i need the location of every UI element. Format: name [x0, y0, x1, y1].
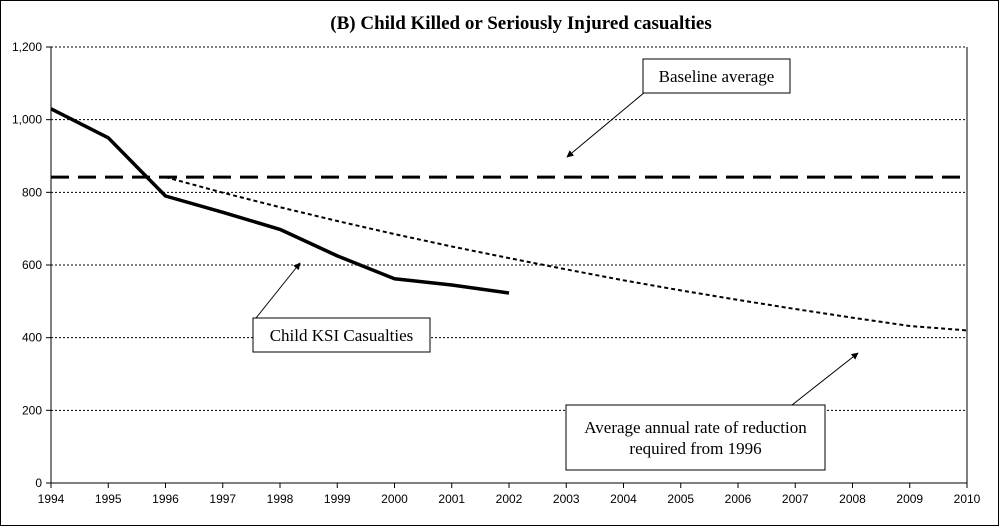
annotation-reduction-rate: Average annual rate of reduction required… — [565, 352, 859, 471]
y-tick-label: 400 — [22, 331, 42, 345]
y-tick-label: 200 — [22, 403, 42, 417]
x-tick-label: 1998 — [267, 492, 294, 506]
y-tick-label: 0 — [35, 476, 42, 490]
annotations: Baseline average Child KSI Casualties Aver… — [252, 58, 859, 471]
x-tick-label: 2005 — [667, 492, 694, 506]
x-tick-label: 1994 — [38, 492, 65, 506]
annotation-text: Child KSI Casualties — [270, 326, 414, 345]
x-tick-label: 2007 — [782, 492, 809, 506]
annotation-baseline-average: Baseline average — [566, 58, 791, 158]
x-tick-label: 1996 — [152, 492, 179, 506]
series-reduction-target-line — [165, 176, 968, 332]
gridlines — [51, 46, 967, 411]
x-tick-label: 2004 — [610, 492, 637, 506]
x-tick-label: 2008 — [839, 492, 866, 506]
annotation-text: required from 1996 — [629, 439, 761, 458]
y-tick-label: 800 — [22, 185, 42, 199]
annotation-box — [252, 317, 431, 353]
x-tick-label: 2002 — [496, 492, 523, 506]
x-tick-label: 2006 — [725, 492, 752, 506]
y-tick-label: 600 — [22, 258, 42, 272]
y-tick-label: 1,200 — [12, 40, 42, 54]
y-tick-label: 1,000 — [12, 113, 42, 127]
x-tick-label: 2010 — [954, 492, 981, 506]
annotation-text: Average annual rate of reduction — [584, 418, 807, 437]
x-tick-label: 2003 — [553, 492, 580, 506]
x-tick-label: 2000 — [381, 492, 408, 506]
annotation-arrow — [255, 262, 301, 319]
annotation-box — [642, 58, 791, 94]
x-axis-ticks: 1994 1995 1996 1997 1998 1999 2000 2001 2002 2003… — [38, 483, 981, 506]
annotation-child-ksi: Child KSI Casualties — [252, 262, 431, 353]
annotation-arrow — [791, 352, 859, 406]
x-tick-label: 1999 — [324, 492, 351, 506]
x-tick-label: 2001 — [438, 492, 465, 506]
y-axis-ticks: 0 200 400 600 800 1,000 1,200 — [12, 40, 51, 490]
annotation-text: Baseline average — [659, 67, 775, 86]
x-tick-label: 1995 — [95, 492, 122, 506]
series-child-ksi-line — [50, 107, 510, 295]
annotation-arrow — [566, 91, 646, 158]
x-tick-label: 1997 — [209, 492, 236, 506]
x-tick-label: 2009 — [896, 492, 923, 506]
annotation-box — [565, 404, 826, 471]
series-lines — [50, 107, 968, 332]
chart-title: (B) Child Killed or Seriously Injured ca… — [330, 13, 711, 34]
